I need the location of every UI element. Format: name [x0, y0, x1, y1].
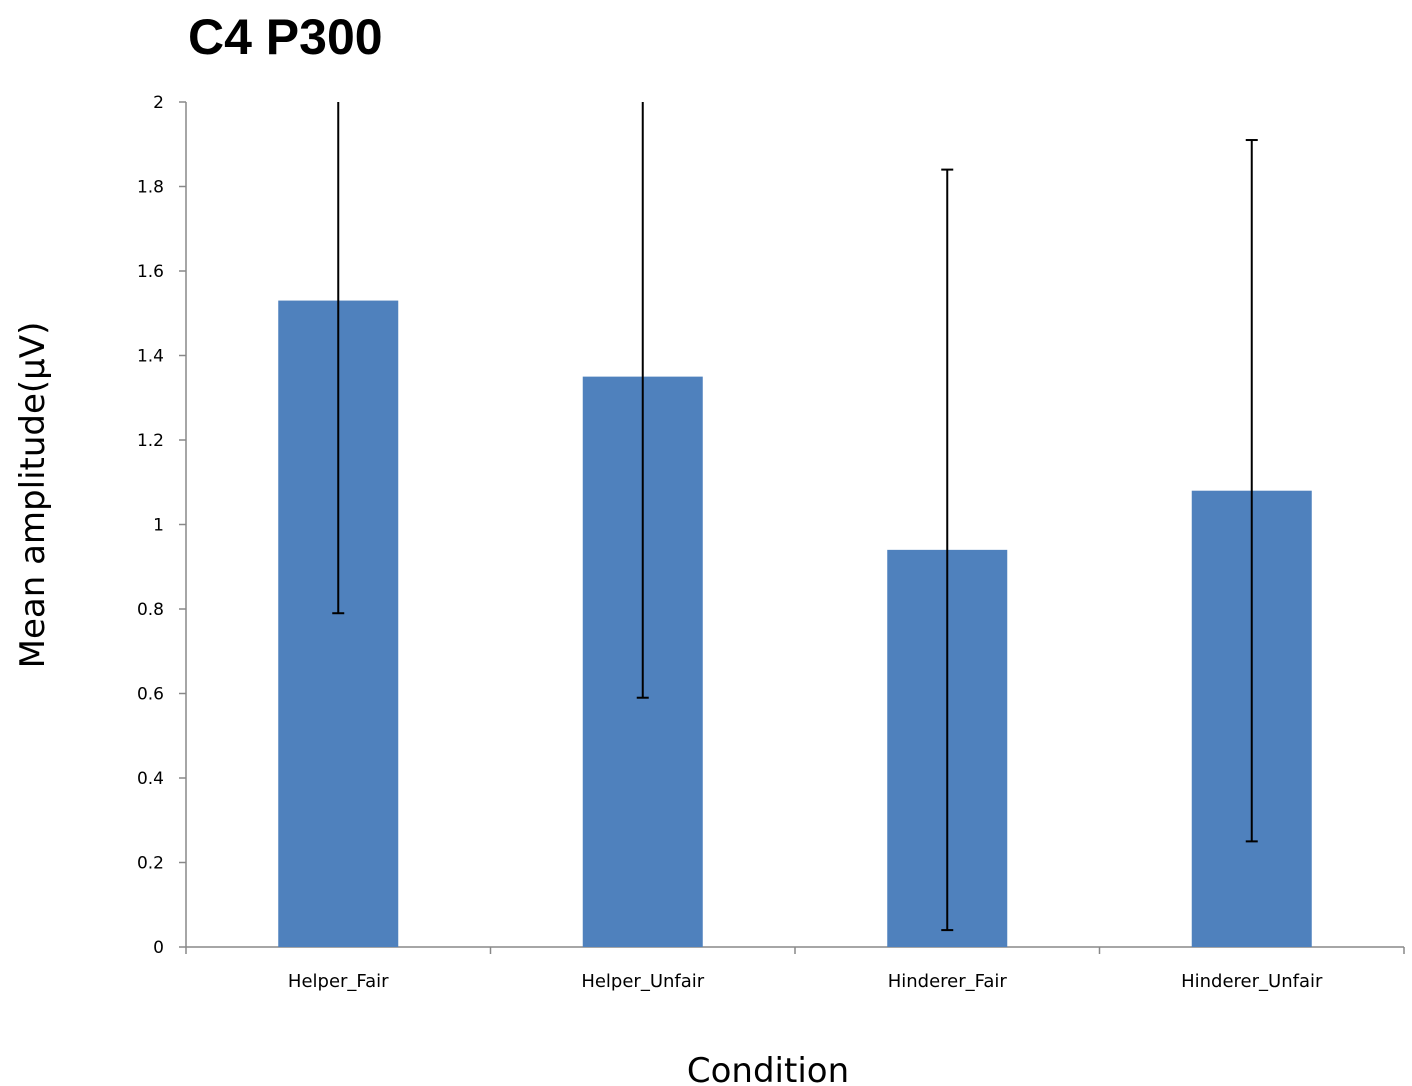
chart-title: C4 P300: [188, 9, 383, 65]
category-labels: Helper_Fair Helper_Unfair Hinderer_Fair Hin…: [288, 971, 1323, 992]
x-tick-label: Helper_Fair: [288, 971, 389, 992]
y-tick-label: 1.8: [137, 178, 164, 198]
x-axis: [185, 946, 1405, 954]
x-tick-label: Hinderer_Fair: [888, 971, 1008, 992]
y-tick-label: 0.4: [137, 769, 164, 789]
error-bars: [332, 102, 1258, 932]
y-tick-label: 0.8: [137, 600, 164, 620]
y-tick-label: 1.6: [137, 262, 164, 282]
x-tick-label: Hinderer_Unfair: [1181, 971, 1323, 992]
bars: [278, 300, 1312, 947]
y-tick-label: 0.2: [137, 854, 164, 874]
y-tick-label: 1.2: [137, 431, 164, 451]
y-axis: 0 0.2 0.4 0.6 0.8 1 1.2 1.4 1.6 1.8 2: [137, 93, 187, 958]
y-tick-label: 0: [153, 938, 164, 958]
y-tick-label: 0.6: [137, 685, 164, 705]
x-axis-label: Condition: [687, 1051, 849, 1086]
x-tick-label: Helper_Unfair: [581, 971, 704, 992]
y-tick-label: 2: [153, 93, 164, 113]
y-tick-label: 1.4: [137, 347, 164, 367]
y-axis-label: Mean amplitude(μV): [13, 322, 53, 669]
y-tick-label: 1: [153, 516, 164, 536]
